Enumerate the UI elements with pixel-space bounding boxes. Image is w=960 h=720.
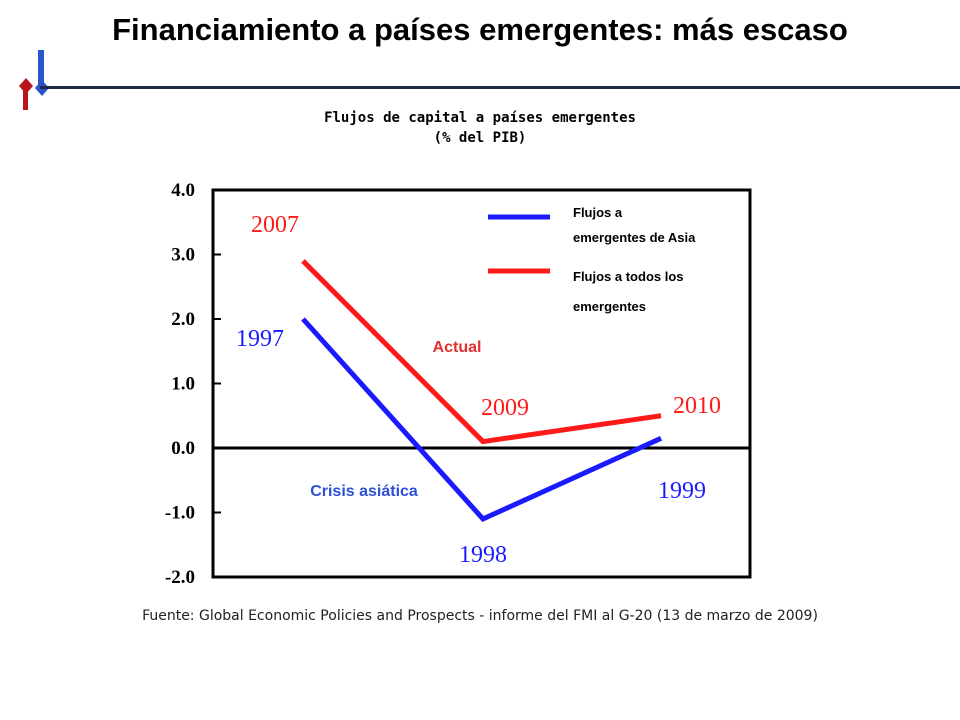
chart-title-main: Flujos de capital a países emergentes	[324, 110, 636, 126]
title-underline	[40, 86, 960, 89]
y-tick-label: 0.0	[171, 438, 195, 459]
y-tick-label: 3.0	[171, 245, 195, 266]
annotation-asian-crisis: Crisis asiática	[310, 483, 418, 500]
year-label-asia: 1998	[459, 542, 507, 568]
legend-label-asia: Flujos a	[573, 205, 623, 220]
legend-label-all-emerging: Flujos a todos los	[573, 269, 684, 284]
source-note: Fuente: Global Economic Policies and Pro…	[142, 608, 818, 624]
y-tick-label: -2.0	[165, 567, 195, 588]
chart-title: Flujos de capital a países emergentes (%…	[0, 108, 960, 148]
legend-label-asia: emergentes de Asia	[573, 230, 696, 245]
year-label-all-emerging: 2007	[251, 212, 299, 238]
year-label-all-emerging: 2010	[673, 393, 721, 419]
y-tick-label: 1.0	[171, 374, 195, 395]
legend-label-all-emerging: emergentes	[573, 299, 646, 314]
y-tick-label: 4.0	[171, 180, 195, 201]
year-label-asia: 1997	[236, 326, 284, 352]
y-tick-label: -1.0	[165, 503, 195, 524]
annotation-actual: Actual	[433, 339, 482, 356]
capital-flows-chart: 4.0 3.0 2.0 1.0 0.0 -1.0 -2.0 1997 1998 1999 2007…	[165, 180, 752, 588]
year-label-all-emerging: 2009	[481, 395, 529, 421]
year-label-asia: 1999	[658, 478, 706, 504]
slide-logo-mark	[19, 50, 49, 110]
y-tick-label: 2.0	[171, 309, 195, 330]
chart-subtitle: (% del PIB)	[433, 130, 527, 146]
slide-title: Financiamiento a países emergentes: más …	[112, 12, 848, 47]
